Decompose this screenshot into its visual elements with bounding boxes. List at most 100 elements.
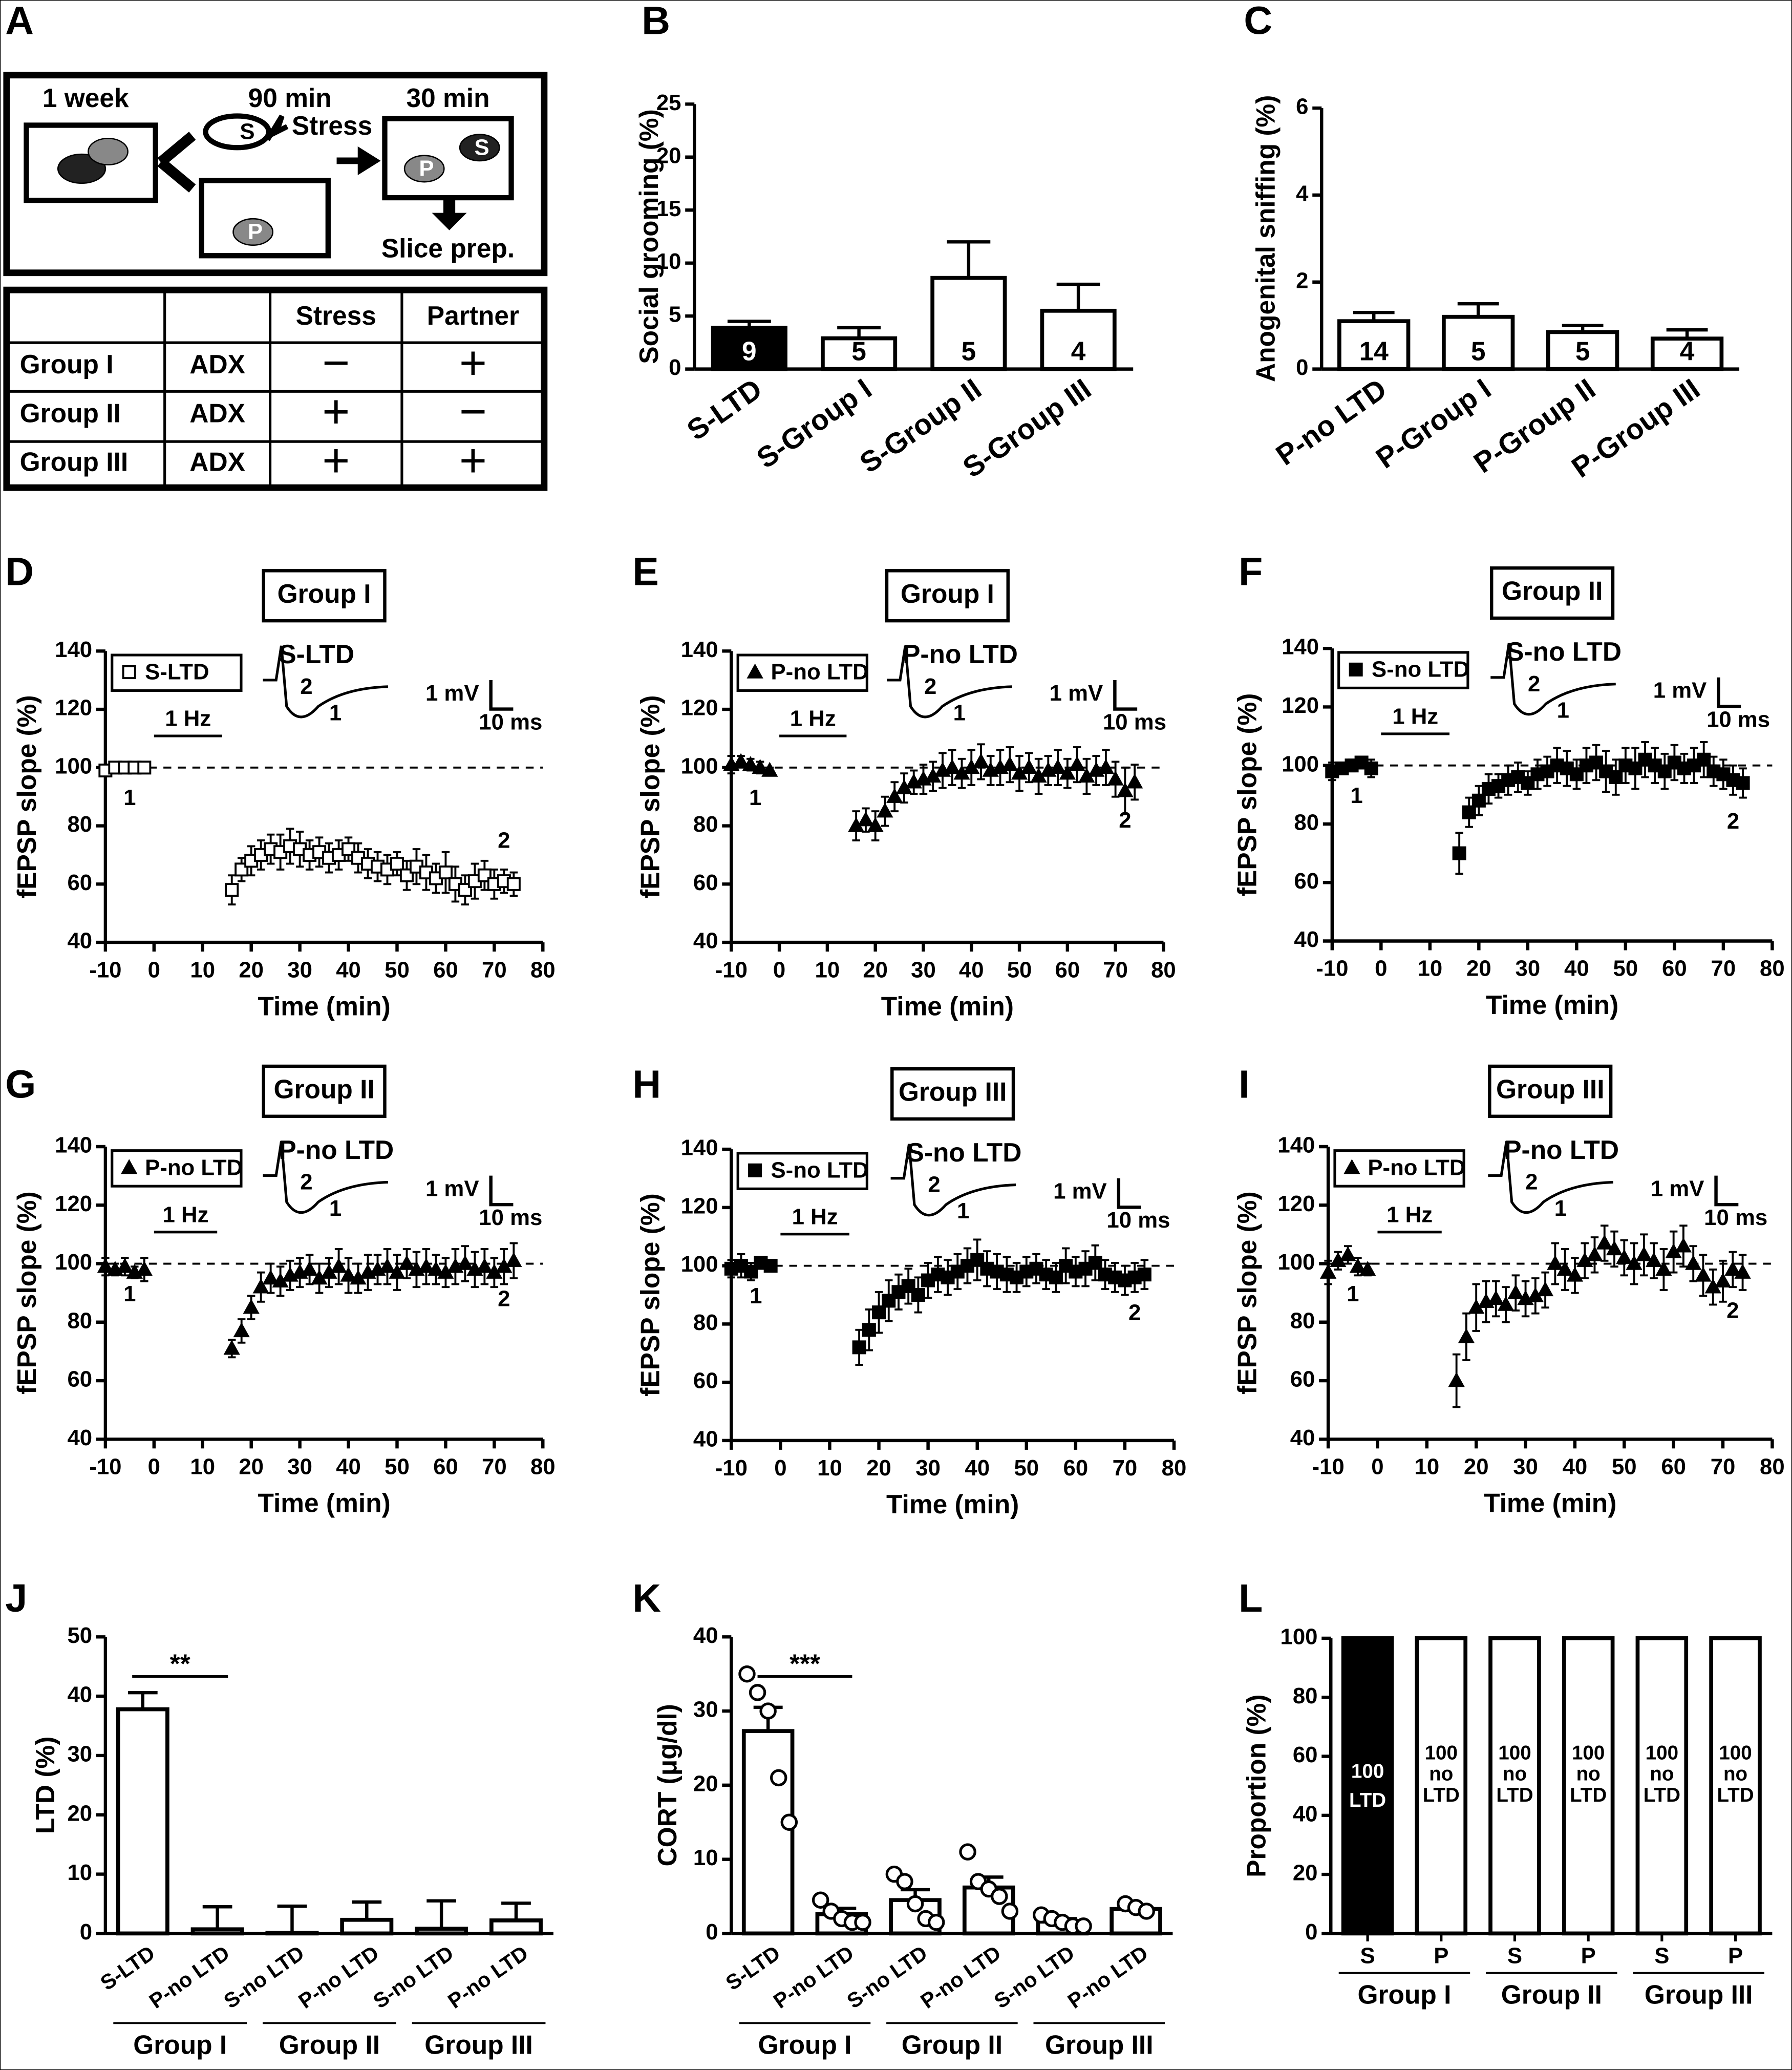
marker [944,758,961,774]
table-cell: Group II [20,398,121,428]
bar-count: 5 [962,336,976,366]
marker [398,1255,415,1270]
trace [263,645,389,719]
y-axis-label: fEPSP slope (%) [12,695,41,898]
marker [340,1266,357,1282]
y-tick-label: 0 [669,355,681,380]
y-tick-label: 10 [67,1860,92,1885]
y-tick-label: 40 [1293,1801,1318,1826]
bar [489,1918,543,1936]
x-tick-label: P [1434,1943,1448,1968]
x-tick-label: -10 [1312,1454,1345,1479]
x-tick-label: 10 [1415,1454,1440,1479]
marker [1359,1261,1376,1276]
table-header: Stress [296,301,376,330]
table-sign: + [459,336,487,389]
data-point [959,1843,976,1861]
trace [1488,1141,1613,1214]
marker [379,1258,396,1273]
bar [1337,319,1411,371]
x-tick-label: S [1507,1943,1522,1968]
x-tick-label: 60 [1055,957,1080,982]
marker [1714,1272,1732,1288]
y-tick-label: 40 [67,928,92,954]
bar [930,276,1007,371]
title-box [1488,1064,1613,1118]
marker [1724,1261,1741,1276]
scale-bar [489,1175,514,1207]
bar [1650,336,1724,371]
panel-letter: L [1239,1576,1263,1620]
y-tick-label: 60 [693,1368,718,1393]
marker [1343,1159,1360,1174]
partner-label: P [248,219,263,244]
time-label: 30 min [406,83,489,113]
x-tick-label: 40 [336,957,361,982]
y-tick-label: 5 [669,302,681,327]
x-tick-label: 30 [287,957,312,982]
trace-point: 2 [300,1170,312,1195]
y-tick-label: 50 [67,1623,92,1648]
y-tick-label: 100 [681,753,718,778]
table-header: Partner [427,301,519,330]
x-tick-label: 10 [190,1454,215,1479]
bar [1546,330,1619,371]
bar-count: 5 [851,336,866,366]
x-tick-label: 10 [1418,956,1443,981]
bar [116,1707,169,1936]
table-cell: ADX [189,398,245,428]
x-tick-label: P [1728,1943,1743,1968]
slice-label: Slice prep. [381,234,515,263]
bar-label: no [1576,1763,1601,1785]
scale-label: 1 mV [1651,1176,1704,1201]
marker [330,1258,347,1273]
y-tick-label: 100 [55,753,92,778]
scale-label: 10 ms [479,1205,542,1230]
marker [1734,1263,1751,1279]
marker [1645,1252,1662,1268]
marker [1497,1296,1514,1311]
table-cell: Group III [20,447,129,476]
x-tick-label: 70 [1711,1454,1736,1479]
marker [1137,1268,1151,1282]
x-tick-label: 40 [1564,956,1589,981]
y-tick-label: 80 [1293,1683,1318,1708]
x-tick-label: 50 [1007,957,1032,982]
bar-label: LTD [1644,1784,1680,1806]
scale-label: 10 ms [1706,707,1770,732]
marker [746,663,763,679]
subject-label: S [240,119,254,144]
group-label: Group I [1357,1979,1451,2009]
x-tick-label: 70 [1103,957,1128,982]
marker [752,758,769,774]
bar [1415,1636,1468,1936]
title-box [885,569,1010,623]
table-sign: + [322,433,350,487]
bar-label: no [1650,1763,1674,1785]
mouse [88,137,129,165]
significance: ** [170,1649,190,1679]
stress-label: Stress [292,111,372,140]
bar [415,1927,468,1936]
chart-title: Group II [273,1074,374,1104]
bar-value: 100 [1719,1742,1752,1764]
y-tick-label: 120 [681,1193,718,1218]
stim-label: 1 Hz [1392,704,1438,729]
data-point [738,1665,756,1683]
x-tick-label: 70 [1113,1455,1138,1481]
marker [1616,1249,1633,1264]
marker [1626,1255,1642,1270]
data-point [927,1913,945,1931]
x-tick-label: P [1581,1943,1596,1968]
legend-label: P-no LTD [145,1155,243,1180]
marker [1537,1281,1554,1297]
marker [418,1258,435,1273]
cage [199,178,331,259]
y-axis-label: fEPSP slope (%) [12,1191,41,1395]
x-tick-label: 30 [1513,1454,1538,1479]
bar-label: no [1723,1763,1747,1785]
y-tick-label: 120 [55,1191,92,1216]
y-axis-label: Anogenital sniffing (%) [1250,95,1280,382]
mouse [403,155,445,183]
y-tick-label: 40 [67,1682,92,1707]
